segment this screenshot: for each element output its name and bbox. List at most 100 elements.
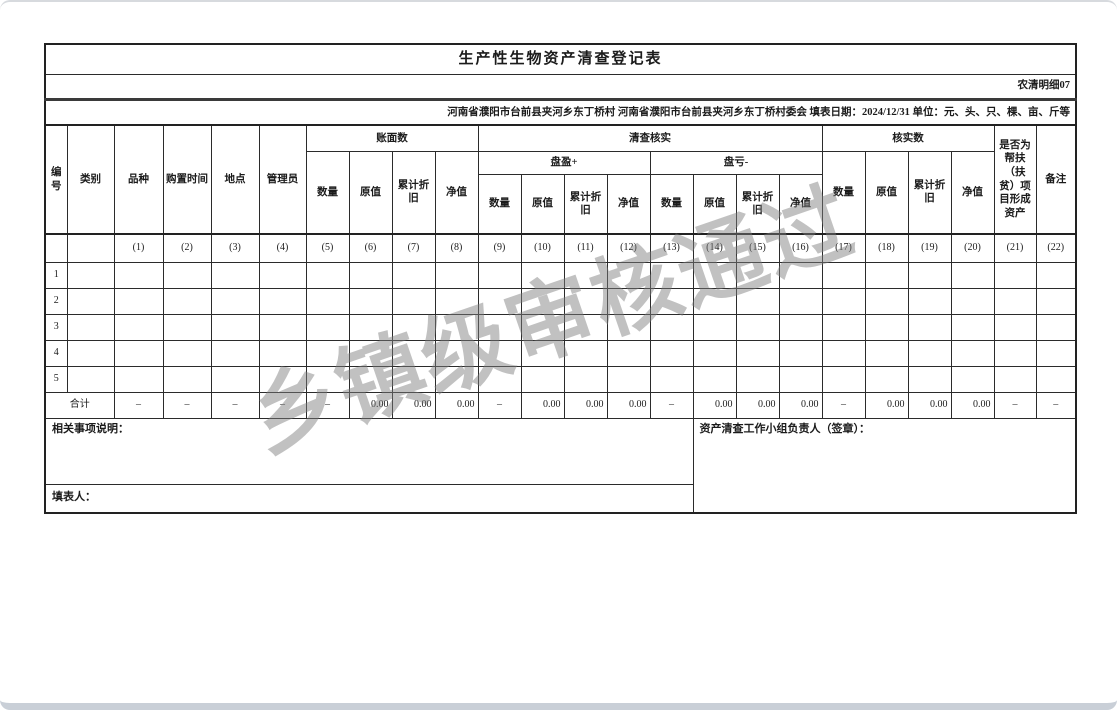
empty-cell <box>649 313 694 341</box>
empty-cell <box>864 261 909 289</box>
table-row: 5 <box>44 365 1077 393</box>
empty-cell <box>907 339 952 367</box>
empty-cell <box>1035 313 1077 341</box>
empty-cell <box>1035 339 1077 367</box>
header-deficit-orig: 原值 <box>692 173 737 235</box>
empty-cell <box>735 261 780 289</box>
header-col-poverty: 是否为帮扶（扶贫）项目形成资产 <box>993 124 1037 235</box>
empty-cell <box>391 287 436 315</box>
header-book-depr: 累计折旧 <box>391 150 436 235</box>
total-value: – <box>477 391 522 419</box>
empty-cell <box>477 365 522 393</box>
col-number: (4) <box>258 233 307 263</box>
header-col-purchase-time: 购置时间 <box>162 124 212 235</box>
col-number: (5) <box>305 233 350 263</box>
empty-cell <box>821 313 866 341</box>
empty-cell <box>434 261 479 289</box>
row-number: 5 <box>44 365 68 393</box>
col-number: (16) <box>778 233 823 263</box>
total-value: 0.00 <box>864 391 909 419</box>
empty-cell <box>649 287 694 315</box>
header-col-breed: 品种 <box>113 124 164 235</box>
empty-cell <box>477 287 522 315</box>
col-number: (12) <box>606 233 651 263</box>
table-row: 4 <box>44 339 1077 367</box>
empty-cell <box>520 261 565 289</box>
empty-cell <box>735 365 780 393</box>
empty-cell <box>950 339 995 367</box>
header-col-remark: 备注 <box>1035 124 1077 235</box>
empty-cell <box>113 261 164 289</box>
empty-cell <box>907 313 952 341</box>
empty-cell <box>162 365 212 393</box>
empty-cell <box>162 339 212 367</box>
empty-cell <box>563 339 608 367</box>
column-number-row: (1) (2) (3) (4) (5) (6) (7) (8) (9) (10)… <box>44 233 1077 263</box>
empty-cell <box>520 339 565 367</box>
header-checked-orig: 原值 <box>864 150 909 235</box>
empty-cell <box>735 313 780 341</box>
header-checked-net: 净值 <box>950 150 995 235</box>
preparer-label: 填表人： <box>44 483 694 514</box>
header-col-manager: 管理员 <box>258 124 307 235</box>
total-value: 0.00 <box>434 391 479 419</box>
header-group-verify: 清查核实 <box>477 124 823 152</box>
empty-cell <box>735 339 780 367</box>
total-value: – <box>993 391 1037 419</box>
total-value: – <box>821 391 866 419</box>
header-deficit-net: 净值 <box>778 173 823 235</box>
empty-cell <box>649 365 694 393</box>
empty-cell <box>305 287 350 315</box>
empty-cell <box>113 339 164 367</box>
empty-cell <box>778 287 823 315</box>
total-label: 合计 <box>44 391 115 419</box>
total-value: 0.00 <box>391 391 436 419</box>
header-col-category: 类别 <box>66 124 115 235</box>
total-value: 0.00 <box>950 391 995 419</box>
empty-cell <box>563 313 608 341</box>
empty-cell <box>735 287 780 315</box>
total-value: – <box>258 391 307 419</box>
col-number: (17) <box>821 233 866 263</box>
empty-cell <box>66 313 115 341</box>
empty-cell <box>692 339 737 367</box>
total-value: – <box>1035 391 1077 419</box>
empty-cell <box>520 313 565 341</box>
empty-cell <box>1035 287 1077 315</box>
empty-cell <box>821 287 866 315</box>
empty-cell <box>907 287 952 315</box>
total-value: 0.00 <box>735 391 780 419</box>
header-col-location: 地点 <box>210 124 260 235</box>
empty-cell <box>348 287 393 315</box>
empty-cell <box>391 261 436 289</box>
empty-cell <box>821 365 866 393</box>
empty-cell <box>391 365 436 393</box>
col-number: (2) <box>162 233 212 263</box>
empty-cell <box>162 287 212 315</box>
empty-cell <box>305 365 350 393</box>
empty-cell <box>113 313 164 341</box>
empty-cell <box>258 313 307 341</box>
empty-cell <box>864 287 909 315</box>
col-number: (20) <box>950 233 995 263</box>
empty-cell <box>66 261 115 289</box>
empty-cell <box>993 313 1037 341</box>
col-number: (21) <box>993 233 1037 263</box>
total-value: – <box>210 391 260 419</box>
signer-label: 资产清查工作小组负责人（签章）： <box>692 417 1077 514</box>
empty-cell <box>864 313 909 341</box>
header-book-qty: 数量 <box>305 150 350 235</box>
header-surplus-depr: 累计折旧 <box>563 173 608 235</box>
empty-cell <box>692 287 737 315</box>
empty-cell <box>434 365 479 393</box>
total-value: – <box>113 391 164 419</box>
header-surplus-net: 净值 <box>606 173 651 235</box>
empty-cell <box>434 339 479 367</box>
header-checked-depr: 累计折旧 <box>907 150 952 235</box>
empty-cell <box>66 339 115 367</box>
empty-cell <box>950 365 995 393</box>
empty-cell <box>434 313 479 341</box>
empty-cell <box>348 261 393 289</box>
col-number: (3) <box>210 233 260 263</box>
empty-cell <box>210 287 260 315</box>
